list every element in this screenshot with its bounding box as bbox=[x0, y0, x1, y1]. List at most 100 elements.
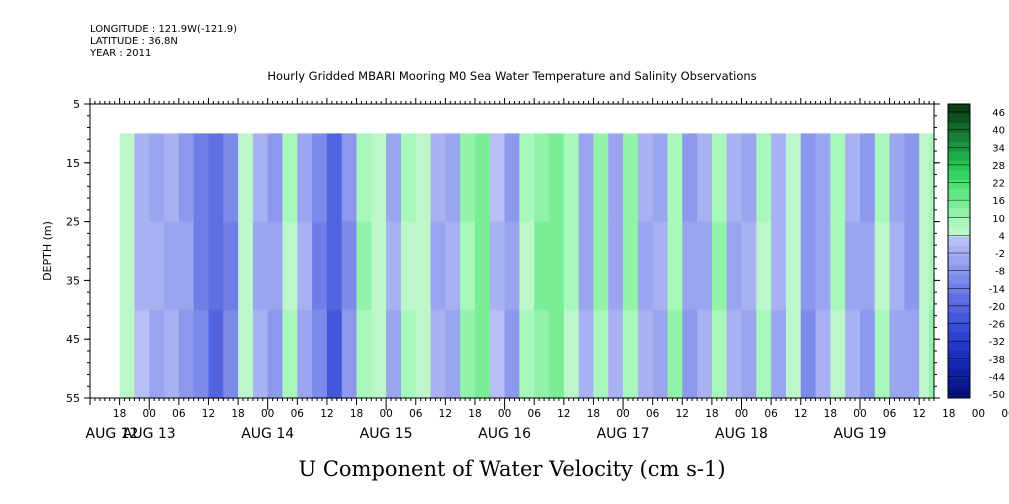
axes-layer: 5 15 25 35 45 55 18 00 06 12 18 00 06 12 18 00 06 12 18 00 0… bbox=[66, 98, 1009, 442]
heatmap-cell bbox=[726, 221, 743, 311]
heatmap-cell bbox=[312, 221, 328, 311]
heatmap-cell bbox=[623, 309, 639, 399]
x-hour-label: 12 bbox=[202, 408, 215, 420]
colorbar-swatch bbox=[948, 141, 970, 152]
heatmap-cell bbox=[238, 133, 254, 223]
heatmap-cell bbox=[889, 133, 905, 223]
heatmap-cell bbox=[356, 221, 372, 311]
heatmap-cell bbox=[341, 309, 358, 399]
heatmap-cell bbox=[593, 309, 609, 399]
heatmap-cell bbox=[682, 221, 698, 311]
heatmap-cell bbox=[489, 133, 506, 223]
x-hour-label: 12 bbox=[913, 408, 926, 420]
colorbar-swatch bbox=[948, 113, 970, 124]
heatmap-cell bbox=[430, 133, 446, 223]
heatmap-cell bbox=[800, 309, 817, 399]
heatmap-cell bbox=[845, 221, 861, 311]
heatmap-cell bbox=[223, 221, 239, 311]
heatmap-cell bbox=[474, 309, 491, 399]
x-hour-label: 12 bbox=[439, 408, 452, 420]
heatmap-cell bbox=[785, 133, 802, 223]
colorbar-label: -20 bbox=[989, 302, 1005, 313]
x-hour-label: 06 bbox=[291, 408, 305, 420]
heatmap-cell bbox=[756, 309, 772, 399]
heatmap-cell bbox=[208, 309, 224, 399]
heatmap-layer bbox=[119, 133, 934, 399]
heatmap-cell bbox=[445, 309, 461, 399]
colorbar-swatch bbox=[948, 122, 970, 133]
longitude-label: LONGITUDE : 121.9W(-121.9) bbox=[90, 24, 237, 35]
colorbar-swatch bbox=[948, 227, 970, 238]
heatmap-cell bbox=[549, 133, 565, 223]
heatmap-cell bbox=[312, 133, 328, 223]
heatmap-cell bbox=[711, 133, 728, 223]
colorbar-swatch bbox=[948, 322, 970, 333]
x-hour-label: 06 bbox=[646, 408, 660, 420]
heatmap-cell bbox=[859, 221, 876, 311]
heatmap-cell bbox=[504, 221, 521, 311]
heatmap-cell bbox=[578, 221, 595, 311]
heatmap-cell bbox=[845, 309, 861, 399]
colorbar-label: 46 bbox=[992, 108, 1005, 119]
colorbar-label: -14 bbox=[989, 284, 1005, 295]
x-hour-label: 06 bbox=[172, 408, 186, 420]
heatmap-cell bbox=[149, 221, 165, 311]
heatmap-cell bbox=[238, 221, 254, 311]
heatmap-cell bbox=[830, 309, 846, 399]
heatmap-cell bbox=[178, 133, 195, 223]
heatmap-cell bbox=[815, 309, 831, 399]
y-tick-label: 5 bbox=[73, 98, 80, 111]
colorbar-label: -26 bbox=[989, 320, 1005, 331]
heatmap-cell bbox=[652, 221, 669, 311]
colorbar-label: 28 bbox=[992, 161, 1005, 172]
x-day-label: AUG 16 bbox=[478, 426, 531, 442]
chart-title: Hourly Gridded MBARI Mooring M0 Sea Wate… bbox=[267, 69, 756, 83]
heatmap-cell bbox=[415, 221, 432, 311]
colorbar-swatch bbox=[948, 360, 970, 370]
heatmap-cell bbox=[667, 221, 683, 311]
colorbar-swatch bbox=[948, 104, 970, 114]
heatmap-cell bbox=[208, 133, 224, 223]
heatmap-cell bbox=[874, 221, 891, 311]
x-hour-label: 12 bbox=[794, 408, 807, 420]
x-hour-label: 12 bbox=[320, 408, 333, 420]
heatmap-cell bbox=[815, 133, 831, 223]
x-hour-label: 00 bbox=[379, 408, 392, 420]
y-tick-label: 15 bbox=[66, 157, 80, 170]
heatmap-cell bbox=[430, 221, 446, 311]
heatmap-cell bbox=[534, 221, 550, 311]
x-hour-label: 06 bbox=[409, 408, 423, 420]
heatmap-cell bbox=[267, 221, 284, 311]
heatmap-cell bbox=[845, 133, 861, 223]
colorbar-label: -2 bbox=[995, 249, 1005, 260]
colorbar-label: -50 bbox=[989, 390, 1005, 401]
heatmap-cell bbox=[489, 221, 506, 311]
heatmap-cell bbox=[534, 133, 550, 223]
x-hour-label: 18 bbox=[231, 408, 244, 420]
colorbar-label: -8 bbox=[995, 267, 1005, 278]
heatmap-cell bbox=[297, 221, 313, 311]
heatmap-cell bbox=[800, 221, 817, 311]
colorbar-label: -44 bbox=[989, 372, 1005, 383]
y-axis-label: DEPTH (m) bbox=[41, 221, 54, 281]
heatmap-cell bbox=[134, 309, 150, 399]
heatmap-cell bbox=[356, 133, 372, 223]
x-day-label: AUG 13 bbox=[123, 426, 176, 442]
x-hour-label: 18 bbox=[705, 408, 718, 420]
heatmap-cell bbox=[341, 133, 358, 223]
heatmap-cell bbox=[164, 309, 180, 399]
heatmap-cell bbox=[386, 133, 402, 223]
heatmap-cell bbox=[889, 221, 905, 311]
heatmap-cell bbox=[623, 133, 639, 223]
heatmap-cell bbox=[504, 133, 521, 223]
heatmap-cell bbox=[859, 309, 876, 399]
colorbar-swatch bbox=[948, 198, 970, 209]
heatmap-cell bbox=[608, 133, 624, 223]
heatmap-cell bbox=[682, 309, 698, 399]
y-tick-label: 35 bbox=[66, 274, 80, 287]
heatmap-cell bbox=[519, 221, 535, 311]
heatmap-cell bbox=[741, 221, 757, 311]
heatmap-cell bbox=[830, 133, 846, 223]
heatmap-cell bbox=[445, 221, 461, 311]
colorbar-swatch bbox=[948, 189, 970, 200]
